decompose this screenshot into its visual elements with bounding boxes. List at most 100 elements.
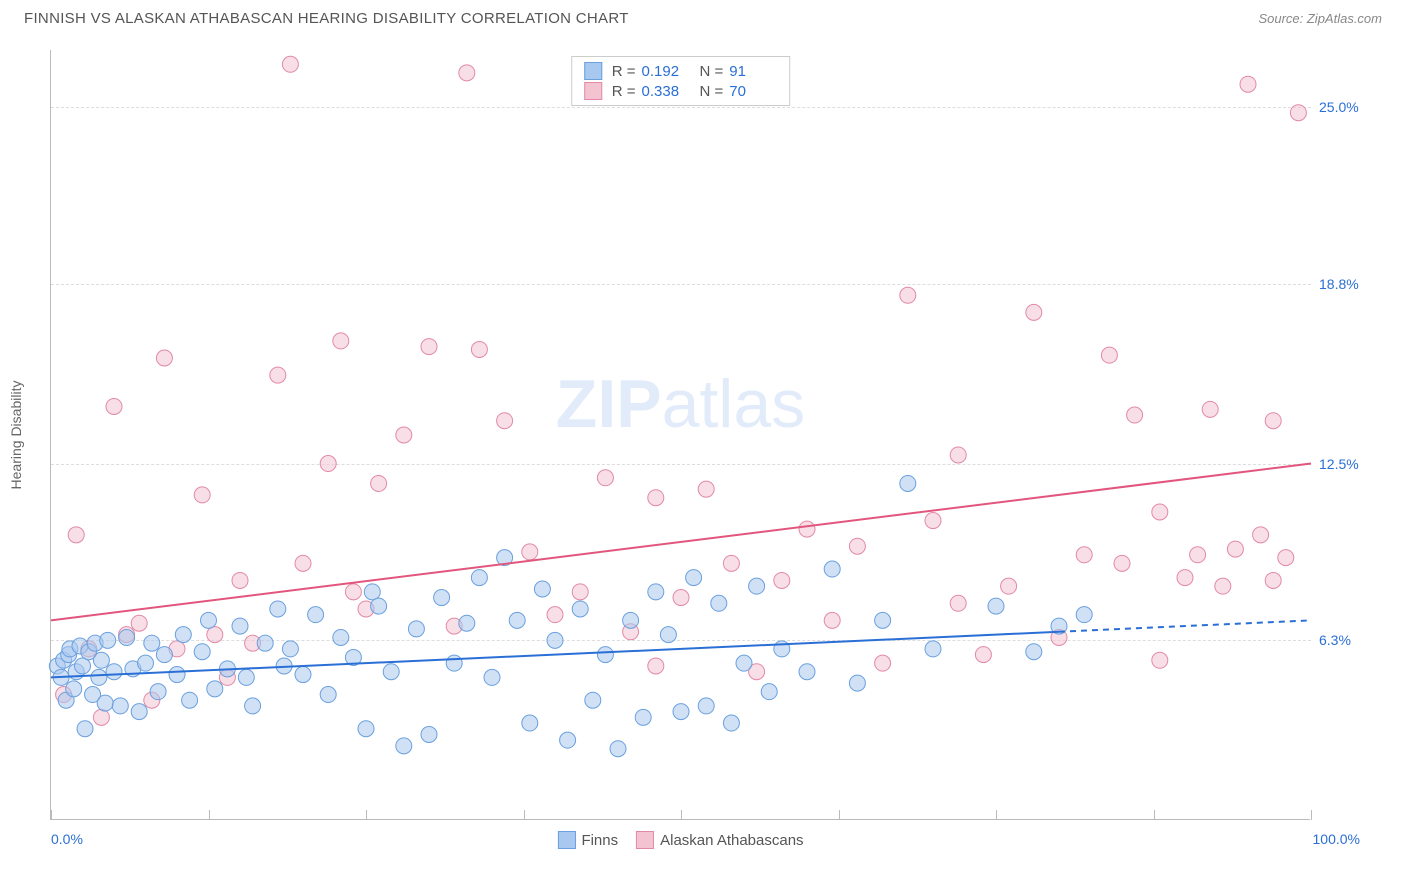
data-point [282, 641, 298, 657]
y-axis-title: Hearing Disability [8, 381, 24, 490]
data-point [1026, 304, 1042, 320]
data-point [471, 341, 487, 357]
data-point [988, 598, 1004, 614]
data-point [698, 481, 714, 497]
x-tick [524, 810, 525, 820]
data-point [711, 595, 727, 611]
data-point [232, 572, 248, 588]
data-point [648, 658, 664, 674]
x-axis-max-label: 100.0% [1313, 831, 1360, 847]
stats-legend: R = 0.192 N = 91 R = 0.338 N = 70 [571, 56, 791, 106]
data-point [97, 695, 113, 711]
data-point [749, 578, 765, 594]
data-point [421, 339, 437, 355]
data-point [849, 538, 865, 554]
data-point [364, 584, 380, 600]
data-point [1240, 76, 1256, 92]
data-point [66, 681, 82, 697]
data-point [446, 655, 462, 671]
data-point [131, 704, 147, 720]
data-point [1152, 652, 1168, 668]
data-point [799, 521, 815, 537]
bottom-legend: Finns Alaskan Athabascans [557, 831, 803, 849]
data-point [396, 427, 412, 443]
data-point [182, 692, 198, 708]
data-point [459, 65, 475, 81]
data-point [371, 598, 387, 614]
y-axis-label: 6.3% [1319, 632, 1351, 648]
data-point [371, 475, 387, 491]
data-point [723, 715, 739, 731]
data-point [144, 635, 160, 651]
swatch-finns [584, 62, 602, 80]
data-point [900, 287, 916, 303]
source-link[interactable]: ZipAtlas.com [1307, 11, 1382, 26]
x-tick [1154, 810, 1155, 820]
data-point [648, 584, 664, 600]
data-point [308, 607, 324, 623]
data-point [270, 367, 286, 383]
x-tick [51, 810, 52, 820]
data-point [93, 709, 109, 725]
data-point [131, 615, 147, 631]
data-point [660, 627, 676, 643]
data-point [150, 684, 166, 700]
data-point [1127, 407, 1143, 423]
legend-item-athabascans: Alaskan Athabascans [636, 831, 803, 849]
data-point [1265, 572, 1281, 588]
data-point [106, 398, 122, 414]
data-point [1026, 644, 1042, 660]
data-point [138, 655, 154, 671]
data-point [238, 669, 254, 685]
y-axis-label: 18.8% [1319, 276, 1359, 292]
data-point [295, 667, 311, 683]
data-point [522, 544, 538, 560]
data-point [257, 635, 273, 651]
data-point [900, 475, 916, 491]
data-point [295, 555, 311, 571]
data-point [774, 572, 790, 588]
data-point [497, 413, 513, 429]
data-point [585, 692, 601, 708]
data-point [333, 333, 349, 349]
data-point [547, 607, 563, 623]
source-attribution: Source: ZipAtlas.com [1258, 11, 1382, 26]
data-point [736, 655, 752, 671]
data-point [799, 664, 815, 680]
x-tick [681, 810, 682, 820]
x-tick [209, 810, 210, 820]
data-point [75, 658, 91, 674]
data-point [91, 669, 107, 685]
data-point [1290, 105, 1306, 121]
data-point [1001, 578, 1017, 594]
data-point [686, 570, 702, 586]
data-point [207, 627, 223, 643]
chart-title: FINNISH VS ALASKAN ATHABASCAN HEARING DI… [24, 10, 629, 27]
data-point [1215, 578, 1231, 594]
data-point [648, 490, 664, 506]
data-point [471, 570, 487, 586]
data-point [1152, 504, 1168, 520]
data-point [635, 709, 651, 725]
data-point [698, 698, 714, 714]
x-tick [996, 810, 997, 820]
data-point [849, 675, 865, 691]
stats-row-athabascans: R = 0.338 N = 70 [584, 81, 778, 101]
data-point [925, 513, 941, 529]
data-point [119, 629, 135, 645]
data-point [950, 447, 966, 463]
data-point [673, 590, 689, 606]
data-point [975, 647, 991, 663]
data-point [68, 527, 84, 543]
data-point [1202, 401, 1218, 417]
data-point [1101, 347, 1117, 363]
data-point [1278, 550, 1294, 566]
data-point [1227, 541, 1243, 557]
x-tick [366, 810, 367, 820]
data-point [396, 738, 412, 754]
data-point [484, 669, 500, 685]
data-point [383, 664, 399, 680]
data-point [77, 721, 93, 737]
data-point [112, 698, 128, 714]
data-point [950, 595, 966, 611]
